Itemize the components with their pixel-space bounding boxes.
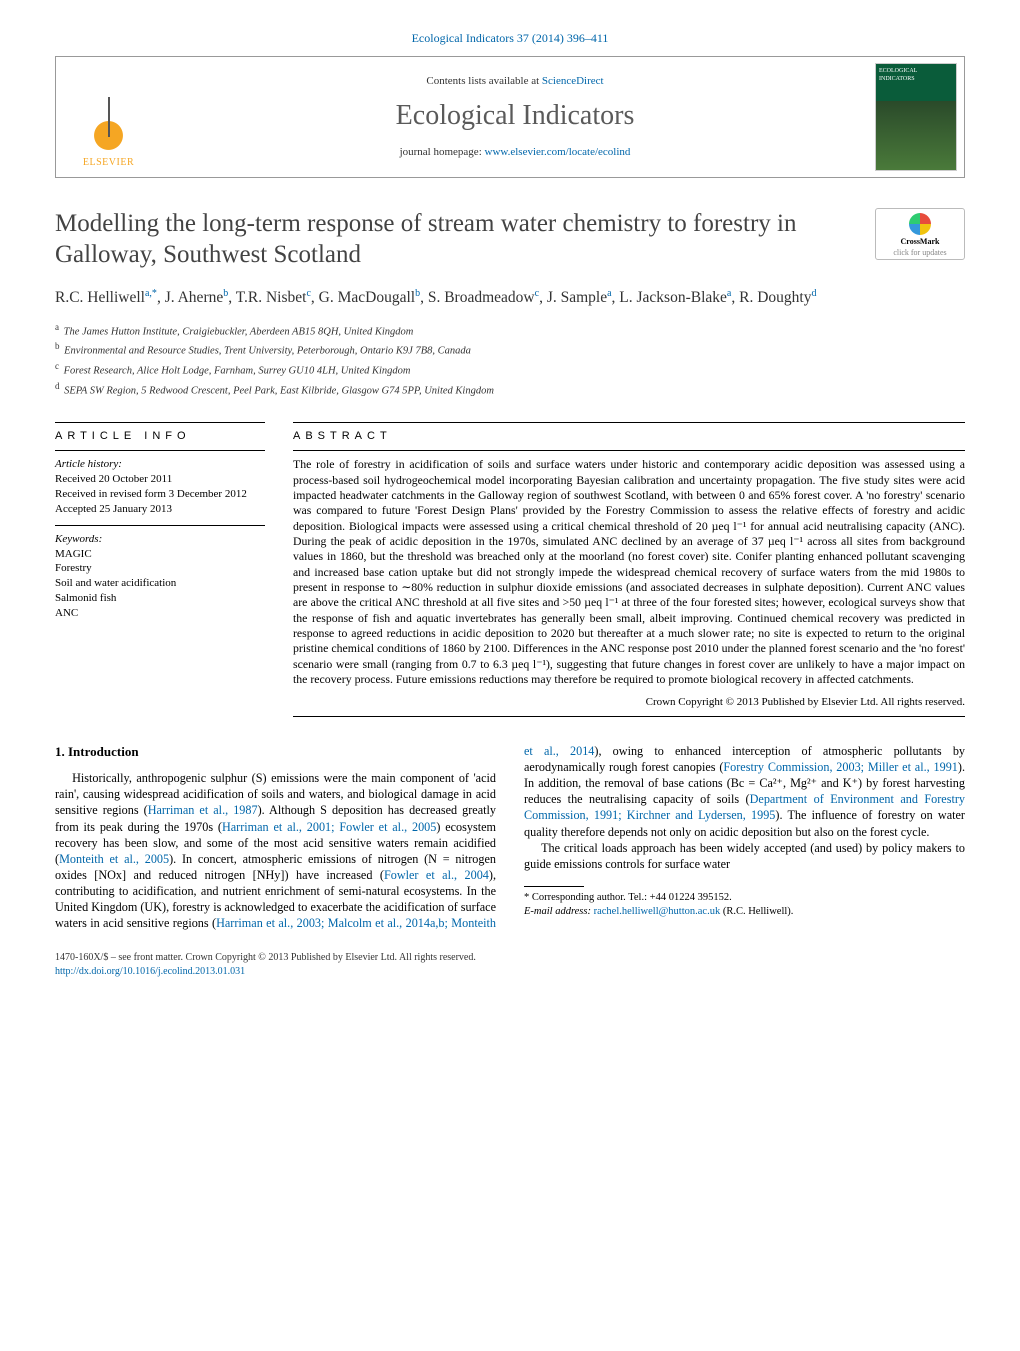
rule: [293, 422, 965, 423]
contents-line: Contents lists available at ScienceDirec…: [171, 74, 859, 89]
email-paren: (R.C. Helliwell).: [720, 906, 793, 917]
cover-label: ECOLOGICAL INDICATORS: [879, 68, 917, 82]
keyword: MAGIC: [55, 547, 265, 562]
keyword: Salmonid fish: [55, 591, 265, 606]
cover-thumb-block: ECOLOGICAL INDICATORS: [869, 57, 964, 177]
citation-link[interactable]: Harriman et al., 2001; Fowler et al., 20…: [222, 820, 436, 834]
crossmark-sub: click for updates: [880, 248, 960, 259]
affiliations: a The James Hutton Institute, Craigiebuc…: [55, 321, 965, 399]
journal-header: ELSEVIER Contents lists available at Sci…: [55, 56, 965, 178]
journal-cover-thumbnail: ECOLOGICAL INDICATORS: [875, 63, 957, 171]
author-email-link[interactable]: rachel.helliwell@hutton.ac.uk: [594, 906, 721, 917]
crossmark-label: CrossMark: [880, 237, 960, 248]
history-item: Received 20 October 2011: [55, 472, 265, 487]
email-label: E-mail address:: [524, 906, 594, 917]
affiliation: d SEPA SW Region, 5 Redwood Crescent, Pe…: [55, 380, 965, 399]
keyword: ANC: [55, 606, 265, 621]
article-info: ARTICLE INFO Article history: Received 2…: [55, 416, 265, 723]
rule: [55, 525, 265, 526]
rule: [293, 716, 965, 717]
affiliation: c Forest Research, Alice Holt Lodge, Far…: [55, 360, 965, 379]
corresponding-author: * Corresponding author. Tel.: +44 01224 …: [524, 891, 965, 905]
crossmark-icon: [909, 213, 931, 235]
intro-paragraph-2: The critical loads approach has been wid…: [524, 840, 965, 872]
sciencedirect-link[interactable]: ScienceDirect: [542, 75, 604, 87]
keyword: Forestry: [55, 561, 265, 576]
header-center: Contents lists available at ScienceDirec…: [161, 57, 869, 177]
abstract: ABSTRACT The role of forestry in acidifi…: [293, 416, 965, 723]
article-info-heading: ARTICLE INFO: [55, 429, 265, 444]
email-line: E-mail address: rachel.helliwell@hutton.…: [524, 905, 965, 919]
citation-link[interactable]: Harriman et al., 1987: [148, 803, 258, 817]
homepage-prefix: journal homepage:: [400, 146, 485, 158]
crossmark-badge[interactable]: CrossMark click for updates: [875, 208, 965, 260]
body-text: 1. Introduction Historically, anthropoge…: [55, 743, 965, 931]
affiliation: b Environmental and Resource Studies, Tr…: [55, 340, 965, 359]
publisher-name: ELSEVIER: [83, 156, 134, 170]
history-label: Article history:: [55, 457, 265, 472]
issn-copyright-line: 1470-160X/$ – see front matter. Crown Co…: [55, 951, 965, 965]
history-item: Received in revised form 3 December 2012: [55, 487, 265, 502]
rule: [55, 422, 265, 423]
doi-link[interactable]: http://dx.doi.org/10.1016/j.ecolind.2013…: [55, 966, 245, 977]
section-heading-intro: 1. Introduction: [55, 743, 496, 760]
keywords-label: Keywords:: [55, 532, 265, 547]
affiliation: a The James Hutton Institute, Craigiebuc…: [55, 321, 965, 340]
citation-link[interactable]: Monteith et al., 2005: [59, 852, 169, 866]
citation-link[interactable]: Fowler et al., 2004: [384, 868, 489, 882]
publisher-logo-block: ELSEVIER: [56, 57, 161, 177]
abstract-heading: ABSTRACT: [293, 429, 965, 444]
journal-reference: Ecological Indicators 37 (2014) 396–411: [55, 30, 965, 46]
article-title: Modelling the long-term response of stre…: [55, 208, 965, 271]
citation-link[interactable]: Forestry Commission, 2003; Miller et al.…: [723, 760, 958, 774]
rule: [293, 450, 965, 451]
elsevier-tree-icon: [81, 97, 136, 152]
journal-homepage-link[interactable]: www.elsevier.com/locate/ecolind: [485, 146, 631, 158]
journal-title: Ecological Indicators: [171, 97, 859, 135]
journal-homepage-line: journal homepage: www.elsevier.com/locat…: [171, 145, 859, 160]
abstract-copyright: Crown Copyright © 2013 Published by Else…: [293, 695, 965, 710]
authors-line: R.C. Helliwella,*, J. Aherneb, T.R. Nisb…: [55, 287, 965, 309]
rule: [55, 450, 265, 451]
bottom-meta: 1470-160X/$ – see front matter. Crown Co…: [55, 951, 965, 978]
footnotes: * Corresponding author. Tel.: +44 01224 …: [524, 891, 965, 919]
abstract-text: The role of forestry in acidification of…: [293, 457, 965, 687]
history-item: Accepted 25 January 2013: [55, 502, 265, 517]
keyword: Soil and water acidification: [55, 576, 265, 591]
footnote-separator: [524, 886, 584, 887]
contents-prefix: Contents lists available at: [426, 75, 541, 87]
